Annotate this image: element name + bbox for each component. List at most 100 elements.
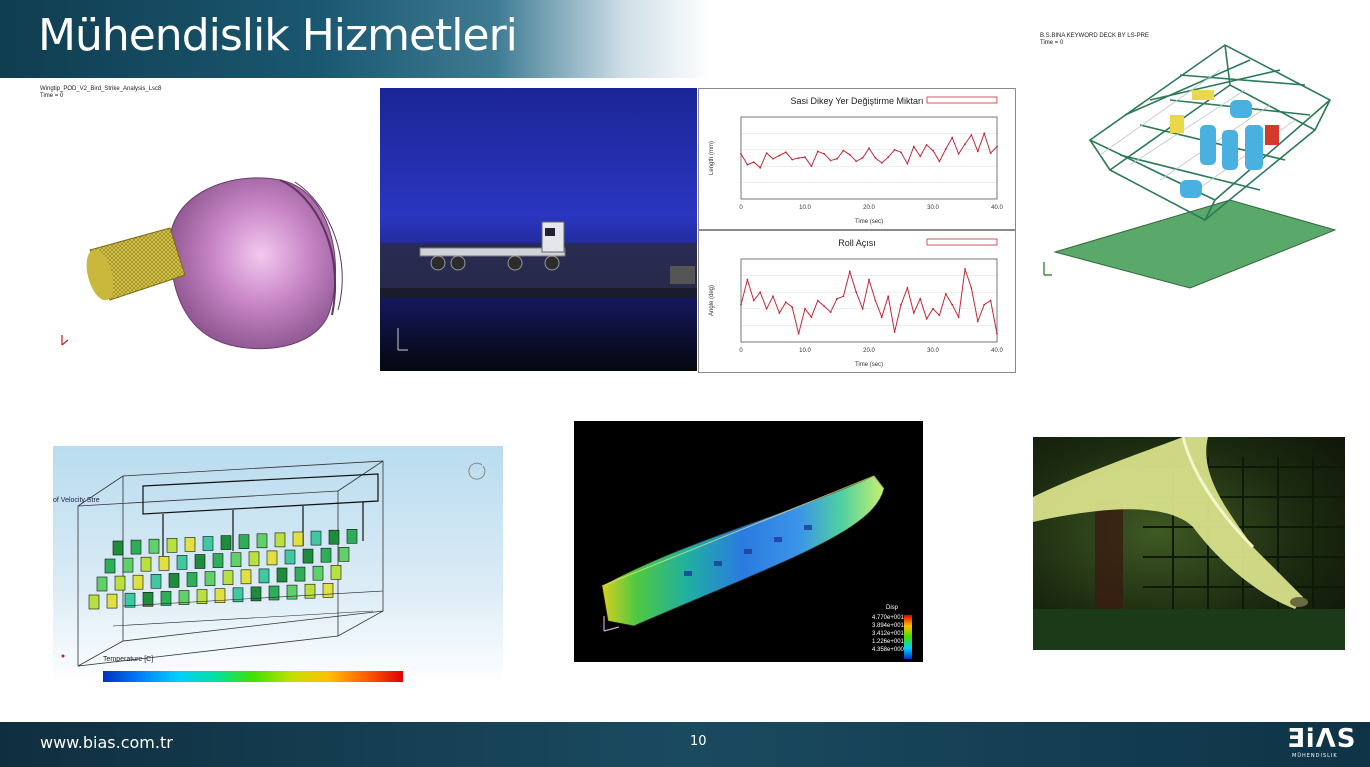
fea-legend-value-1: 4.770e+001 (872, 615, 904, 621)
data-point (906, 287, 909, 289)
strike-time-label: Time = 0 (40, 93, 64, 99)
data-point (797, 157, 800, 159)
data-point (938, 314, 941, 317)
data-point (797, 332, 800, 335)
data-point (791, 158, 794, 161)
data-point (976, 320, 979, 323)
thermal-component-block (204, 571, 216, 586)
y-axis-label: Length (mm) (709, 141, 715, 175)
data-point (848, 270, 851, 273)
data-point (912, 312, 915, 314)
thermal-component-block (176, 555, 188, 570)
pod-model-image (61, 177, 343, 350)
data-point (970, 287, 973, 289)
thermal-component-block (124, 592, 136, 608)
data-point (925, 317, 928, 320)
data-point (836, 297, 838, 300)
data-point (772, 157, 774, 160)
data-point (893, 331, 896, 333)
data-point (964, 143, 966, 145)
x-tick-label: 10.0 (799, 205, 811, 211)
x-tick-label: 0 (739, 348, 743, 354)
thermal-component-block (214, 588, 226, 603)
data-point (996, 145, 998, 148)
data-point (919, 297, 922, 300)
x-tick-label: 30.0 (927, 348, 939, 354)
data-point (996, 332, 998, 335)
data-point (772, 295, 774, 298)
fea-legend-value-4: 1.226e+001 (872, 639, 904, 645)
thermal-component-block (302, 548, 314, 564)
x-tick-label: 10.0 (799, 348, 811, 354)
x-tick-label: 40.0 (991, 348, 1003, 354)
fea-displacement-image: Disp 4.770e+001 3.894e+001 3.412e+001 1.… (574, 421, 923, 662)
data-point (842, 149, 845, 152)
x-axis-label: Time (sec) (855, 362, 883, 368)
plot-frame (740, 258, 998, 343)
thermal-component-block (292, 531, 304, 547)
thermal-analysis-image: Temperature [C] of Velocity Stre (53, 446, 503, 686)
data-point (784, 151, 787, 154)
vehicle-simulation-image (380, 88, 697, 371)
data-point (765, 152, 768, 154)
thermal-component-block (256, 533, 268, 549)
thermal-component-block (250, 586, 262, 602)
thermal-component-block (312, 565, 324, 581)
series-line (740, 131, 998, 169)
data-point (919, 155, 922, 158)
page-title: Mühendislik Hizmetleri (38, 10, 518, 61)
data-point (752, 299, 755, 302)
thermal-component-block (222, 570, 234, 585)
rollover-time-label: Time = 0 (1040, 40, 1064, 46)
chart-title: Sasi Dikey Yer Değiştirme Miktarı (790, 96, 923, 106)
footer-url[interactable]: www.bias.com.tr (40, 733, 173, 752)
thermal-colorbar (103, 671, 403, 682)
fea-legend-value-3: 3.412e+001 (872, 631, 904, 637)
data-point (804, 156, 806, 159)
thermal-component-block (140, 556, 152, 572)
fea-legend-value-2: 3.894e+001 (872, 623, 904, 629)
thermal-component-block (158, 556, 170, 571)
legend-box (926, 238, 998, 246)
footer-bar (0, 722, 1370, 767)
data-point (759, 291, 762, 294)
data-point (752, 161, 755, 163)
data-point (810, 316, 813, 318)
thermal-component-block (202, 536, 214, 551)
data-point (816, 150, 819, 153)
data-point (976, 150, 979, 153)
data-point (740, 153, 742, 155)
thermal-component-block (284, 549, 296, 565)
data-point (893, 148, 896, 151)
data-point (989, 152, 992, 154)
data-point (778, 312, 781, 314)
x-tick-label: 0 (739, 205, 743, 211)
thermal-component-block (194, 554, 206, 569)
data-point (944, 148, 947, 150)
chart-title: Roll Açısı (838, 238, 876, 248)
data-point (874, 157, 877, 159)
data-point (989, 299, 992, 302)
data-point (816, 299, 819, 302)
data-point (880, 316, 883, 318)
data-point (784, 301, 787, 304)
wind-tunnel-photo (1033, 437, 1345, 650)
page-number: 10 (690, 734, 707, 749)
data-point (746, 163, 749, 166)
chart-roll-angle: Roll Açısı 0 10.0 20.0 30.0 40.0 Time (sec) Ang… (698, 230, 1016, 373)
data-point (932, 307, 934, 310)
thermal-component-block (304, 583, 316, 599)
chart-chassis-displacement: Sasi Dikey Yer Değiştirme Miktarı 0 10.0 20… (698, 88, 1016, 230)
thermal-component-block (274, 532, 286, 548)
data-point (836, 157, 838, 160)
thermal-component-block (238, 534, 250, 549)
fea-legend-title: Disp (886, 605, 899, 611)
data-point (983, 132, 986, 135)
data-point (957, 316, 960, 318)
x-tick-label: 20.0 (863, 348, 875, 354)
data-point (951, 136, 954, 139)
rollover-caption: B.S.BINA KEYWORD DECK BY LS-PRE (1040, 33, 1149, 39)
thermal-component-block (338, 547, 350, 562)
data-point (829, 159, 832, 162)
fea-colorbar (904, 615, 912, 659)
